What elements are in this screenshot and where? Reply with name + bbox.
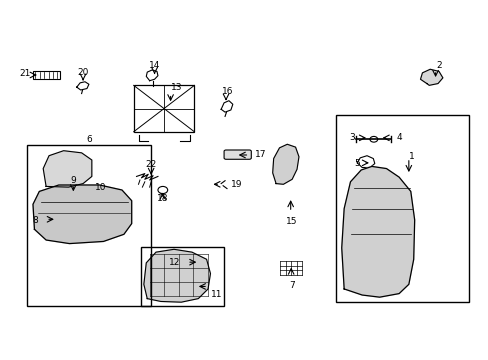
Text: 20: 20 xyxy=(77,68,89,77)
Bar xyxy=(335,115,468,302)
Text: 8: 8 xyxy=(32,216,38,225)
Text: 7: 7 xyxy=(289,281,294,290)
Text: 21: 21 xyxy=(19,69,30,78)
Text: 13: 13 xyxy=(170,83,182,92)
Text: 1: 1 xyxy=(408,152,414,161)
Text: 4: 4 xyxy=(395,133,401,142)
Text: 6: 6 xyxy=(86,135,92,144)
Text: 18: 18 xyxy=(157,194,168,203)
FancyBboxPatch shape xyxy=(224,150,251,159)
Text: 15: 15 xyxy=(286,217,297,226)
Polygon shape xyxy=(272,144,298,184)
Bar xyxy=(141,247,224,306)
Bar xyxy=(33,71,60,78)
Polygon shape xyxy=(341,166,414,297)
Text: 17: 17 xyxy=(255,150,266,159)
Polygon shape xyxy=(33,185,131,244)
Text: 14: 14 xyxy=(148,61,160,70)
Text: 11: 11 xyxy=(211,290,223,299)
Text: 10: 10 xyxy=(95,183,106,192)
Text: 3: 3 xyxy=(349,133,355,142)
Polygon shape xyxy=(420,69,442,85)
Text: 16: 16 xyxy=(221,87,233,96)
Text: 2: 2 xyxy=(435,61,441,70)
Text: 5: 5 xyxy=(354,159,360,168)
Text: 19: 19 xyxy=(230,180,242,189)
Polygon shape xyxy=(43,151,92,187)
Polygon shape xyxy=(143,249,210,302)
Text: 22: 22 xyxy=(145,161,157,170)
Bar xyxy=(133,85,194,132)
Text: 12: 12 xyxy=(168,258,180,267)
Bar xyxy=(27,145,151,306)
Text: 9: 9 xyxy=(70,176,76,185)
